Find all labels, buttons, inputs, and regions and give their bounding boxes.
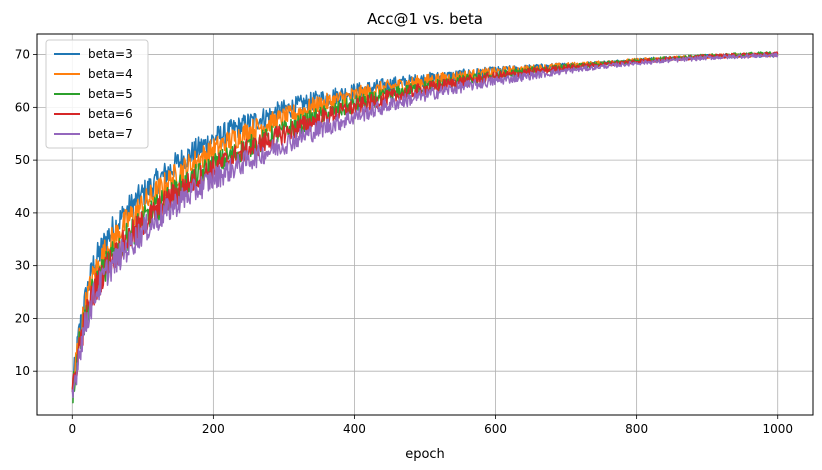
x-axis: 0 200 400 600 800 1000: [68, 415, 793, 436]
y-tick-label: 40: [15, 206, 30, 220]
series-line-beta-3: [71, 52, 779, 393]
legend-label: beta=5: [88, 87, 133, 101]
y-tick-label: 10: [15, 364, 30, 378]
y-tick-label: 60: [15, 100, 30, 114]
y-tick-label: 20: [15, 311, 30, 325]
legend-label: beta=3: [88, 47, 133, 61]
legend-label: beta=4: [88, 67, 133, 81]
legend-label: beta=6: [88, 107, 133, 121]
x-tick-label: 200: [202, 422, 225, 436]
x-axis-label: epoch: [405, 447, 445, 462]
series-line-beta-6: [71, 51, 779, 392]
y-axis: 10 20 30 40 50 60 70: [15, 48, 37, 378]
series-line-beta-7: [71, 52, 779, 399]
x-tick-label: 0: [68, 422, 76, 436]
plot-lines: [71, 51, 779, 404]
x-tick-label: 600: [484, 422, 507, 436]
y-tick-label: 50: [15, 153, 30, 167]
grid: [37, 34, 813, 415]
chart-title: Acc@1 vs. beta: [367, 10, 483, 28]
legend-box: [45, 39, 149, 149]
series-line-beta-4: [71, 52, 779, 388]
x-tick-label: 800: [625, 422, 648, 436]
legend-label: beta=7: [88, 127, 133, 141]
plot-frame: [36, 33, 814, 416]
y-tick-label: 70: [15, 48, 30, 62]
legend: beta=3 beta=4 beta=5 beta=6 beta=7: [45, 39, 149, 149]
series-line-beta-5: [72, 51, 778, 404]
x-tick-label: 400: [343, 422, 366, 436]
x-tick-label: 1000: [762, 422, 793, 436]
y-tick-label: 30: [15, 259, 30, 273]
